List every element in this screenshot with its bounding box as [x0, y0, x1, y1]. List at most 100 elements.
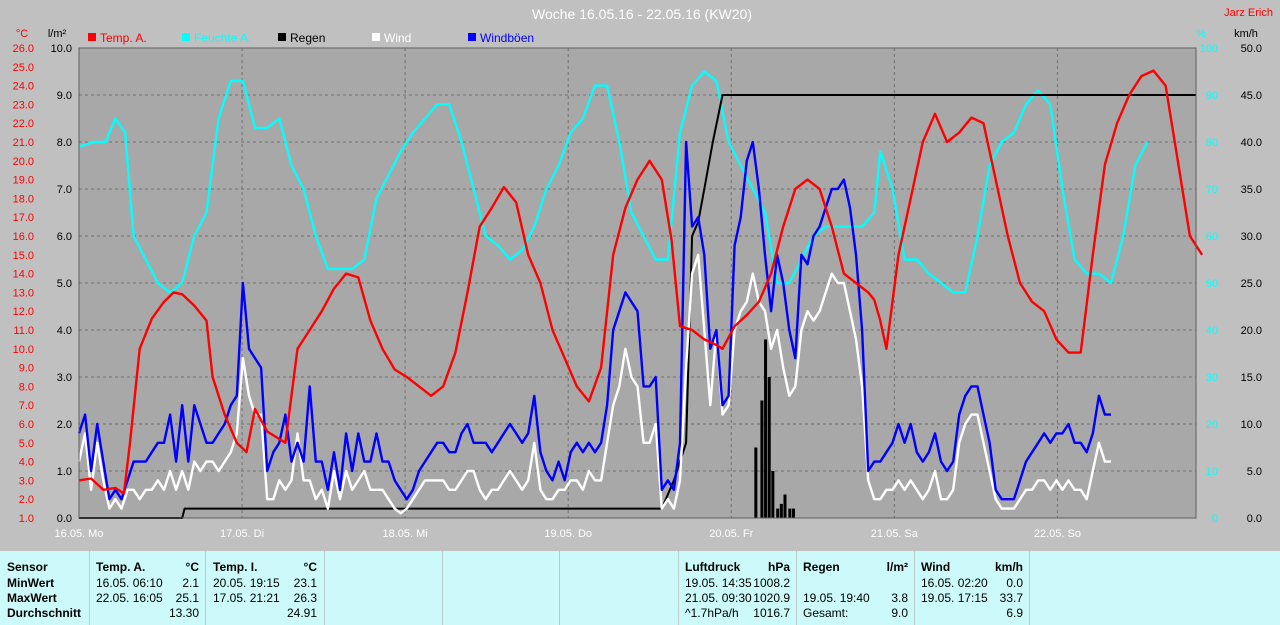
- humidity-tick-label: 60: [1206, 231, 1218, 243]
- temp-tick-label: 14.0: [13, 269, 34, 281]
- statistics-panel: Sensor MinWert MaxWert Durchschnitt Temp…: [0, 551, 1280, 625]
- rain-tick-label: 10.0: [51, 43, 72, 55]
- temp-tick-label: 1.0: [19, 513, 34, 525]
- stats-col-temp-a: Temp. A. °C 16.05. 06:10 2.1 22.05. 16:0…: [89, 551, 205, 625]
- x-tick-label: 17.05. Di: [220, 528, 264, 540]
- temp-a-avg: 13.30: [168, 606, 199, 620]
- temp-a-max-time: 22.05. 16:05: [96, 591, 163, 605]
- humidity-tick-label: 80: [1206, 137, 1218, 149]
- temp-i-avg: 24.91: [286, 606, 317, 620]
- wind-tick-label: 0.0: [1247, 513, 1262, 525]
- wind-min-time: 16.05. 02:20: [921, 576, 988, 590]
- wind-tick-label: 35.0: [1241, 184, 1262, 196]
- row-label-max: MaxWert: [7, 591, 57, 605]
- temp-i-unit: °C: [303, 560, 317, 574]
- legend-swatch: [88, 33, 96, 41]
- temp-tick-label: 18.0: [13, 193, 34, 205]
- luftdruck-header: Luftdruck: [685, 560, 741, 574]
- stats-col-regen: Regen l/m² 19.05. 19:40 3.8 Gesamt: 9.0: [796, 551, 914, 625]
- stats-col-empty-1: [324, 551, 442, 625]
- wind-max-time: 19.05. 17:15: [921, 591, 988, 605]
- wind-max-value: 33.7: [999, 591, 1023, 605]
- temp-a-unit: °C: [185, 560, 199, 574]
- rain-tick-label: 2.0: [57, 419, 72, 431]
- wind-unit-label: km/h: [1234, 28, 1258, 40]
- wind-tick-label: 40.0: [1241, 137, 1262, 149]
- temp-tick-label: 6.0: [19, 419, 34, 431]
- temp-i-max-time: 17.05. 21:21: [213, 591, 280, 605]
- wind-tick-label: 45.0: [1241, 90, 1262, 102]
- humidity-tick-label: 50: [1206, 278, 1218, 290]
- rain-tick-label: 6.0: [57, 231, 72, 243]
- weather-chart: Woche 16.05.16 - 22.05.16 (KW20) Jarz Er…: [13, 6, 1273, 540]
- stats-col-empty-3: [559, 551, 678, 625]
- series-line: [77, 253, 1111, 515]
- wind-tick-label: 30.0: [1241, 231, 1262, 243]
- luftdruck-min-time: 19.05. 14:35: [685, 576, 752, 590]
- stats-col-wind: Wind km/h 16.05. 02:20 0.0 19.05. 17:15 …: [914, 551, 1029, 625]
- wind-tick-label: 25.0: [1241, 278, 1262, 290]
- rain-tick-label: 8.0: [57, 137, 72, 149]
- regen-total: 9.0: [891, 606, 908, 620]
- plot-frame: [78, 47, 1197, 519]
- rain-bar: [776, 508, 780, 518]
- temp-a-header: Temp. A.: [96, 560, 146, 574]
- x-tick-label: 21.05. Sa: [871, 528, 919, 540]
- rain-tick-label: 4.0: [57, 325, 72, 337]
- x-tick-label: 19.05. Do: [544, 528, 592, 540]
- humidity-tick-label: 70: [1206, 184, 1218, 196]
- legend-swatch: [278, 33, 286, 41]
- wind-min-value: 0.0: [1006, 576, 1023, 590]
- temp-i-max-value: 26.3: [293, 591, 317, 605]
- temp-tick-label: 26.0: [13, 43, 34, 55]
- row-label-avg: Durchschnitt: [7, 606, 82, 620]
- temp-unit-label: °C: [16, 28, 28, 40]
- temp-a-min-value: 2.1: [182, 576, 199, 590]
- temp-tick-label: 10.0: [13, 344, 34, 356]
- stats-col-luftdruck: Luftdruck hPa 19.05. 14:35 1008.2 21.05.…: [678, 551, 796, 625]
- series-line: [78, 69, 1204, 495]
- temp-tick-label: 25.0: [13, 62, 34, 74]
- temp-tick-label: 24.0: [13, 81, 34, 93]
- x-tick-label: 16.05. Mo: [55, 528, 104, 540]
- temp-tick-label: 16.0: [13, 231, 34, 243]
- temp-tick-label: 15.0: [13, 250, 34, 262]
- rain-bar: [764, 339, 768, 518]
- rain-tick-label: 1.0: [57, 466, 72, 478]
- legend-swatch: [468, 33, 476, 41]
- legend-label: Temp. A.: [100, 31, 147, 45]
- legend-swatch: [182, 33, 190, 41]
- legend-swatch: [372, 33, 380, 41]
- luftdruck-avg: 1016.7: [753, 606, 790, 620]
- temp-i-header: Temp. I.: [213, 560, 258, 574]
- humidity-unit-label: %: [1196, 28, 1206, 40]
- series-line: [78, 70, 1149, 294]
- luftdruck-max-value: 1020.9: [753, 591, 790, 605]
- humidity-tick-label: 10: [1206, 466, 1218, 478]
- temp-tick-label: 4.0: [19, 457, 34, 469]
- x-tick-label: 20.05. Fr: [709, 528, 753, 540]
- rain-bar: [783, 494, 787, 518]
- stats-col-temp-i: Temp. I. °C 20.05. 19:15 23.1 17.05. 21:…: [205, 551, 324, 625]
- temp-a-max-value: 25.1: [175, 591, 199, 605]
- rain-tick-label: 5.0: [57, 278, 72, 290]
- x-tick-label: 22.05. So: [1034, 528, 1081, 540]
- wind-tick-label: 5.0: [1247, 466, 1262, 478]
- temp-tick-label: 11.0: [13, 325, 34, 337]
- wind-tick-label: 15.0: [1241, 372, 1262, 384]
- sensor-header: Sensor: [7, 560, 48, 574]
- temp-tick-label: 17.0: [13, 212, 34, 224]
- stats-col-sensor: Sensor MinWert MaxWert Durchschnitt: [0, 551, 88, 625]
- wind-header: Wind: [921, 560, 951, 574]
- temp-tick-label: 13.0: [13, 287, 34, 299]
- stats-col-empty-4: [1029, 551, 1280, 625]
- temp-tick-label: 5.0: [19, 438, 34, 450]
- luftdruck-min-value: 1008.2: [753, 576, 790, 590]
- rain-unit-label: l/m²: [48, 28, 67, 40]
- rain-tick-label: 9.0: [57, 90, 72, 102]
- temp-tick-label: 19.0: [13, 175, 34, 187]
- series-line: [79, 94, 1196, 519]
- row-label-min: MinWert: [7, 576, 55, 590]
- temp-i-min-time: 20.05. 19:15: [213, 576, 280, 590]
- wind-tick-label: 50.0: [1241, 43, 1262, 55]
